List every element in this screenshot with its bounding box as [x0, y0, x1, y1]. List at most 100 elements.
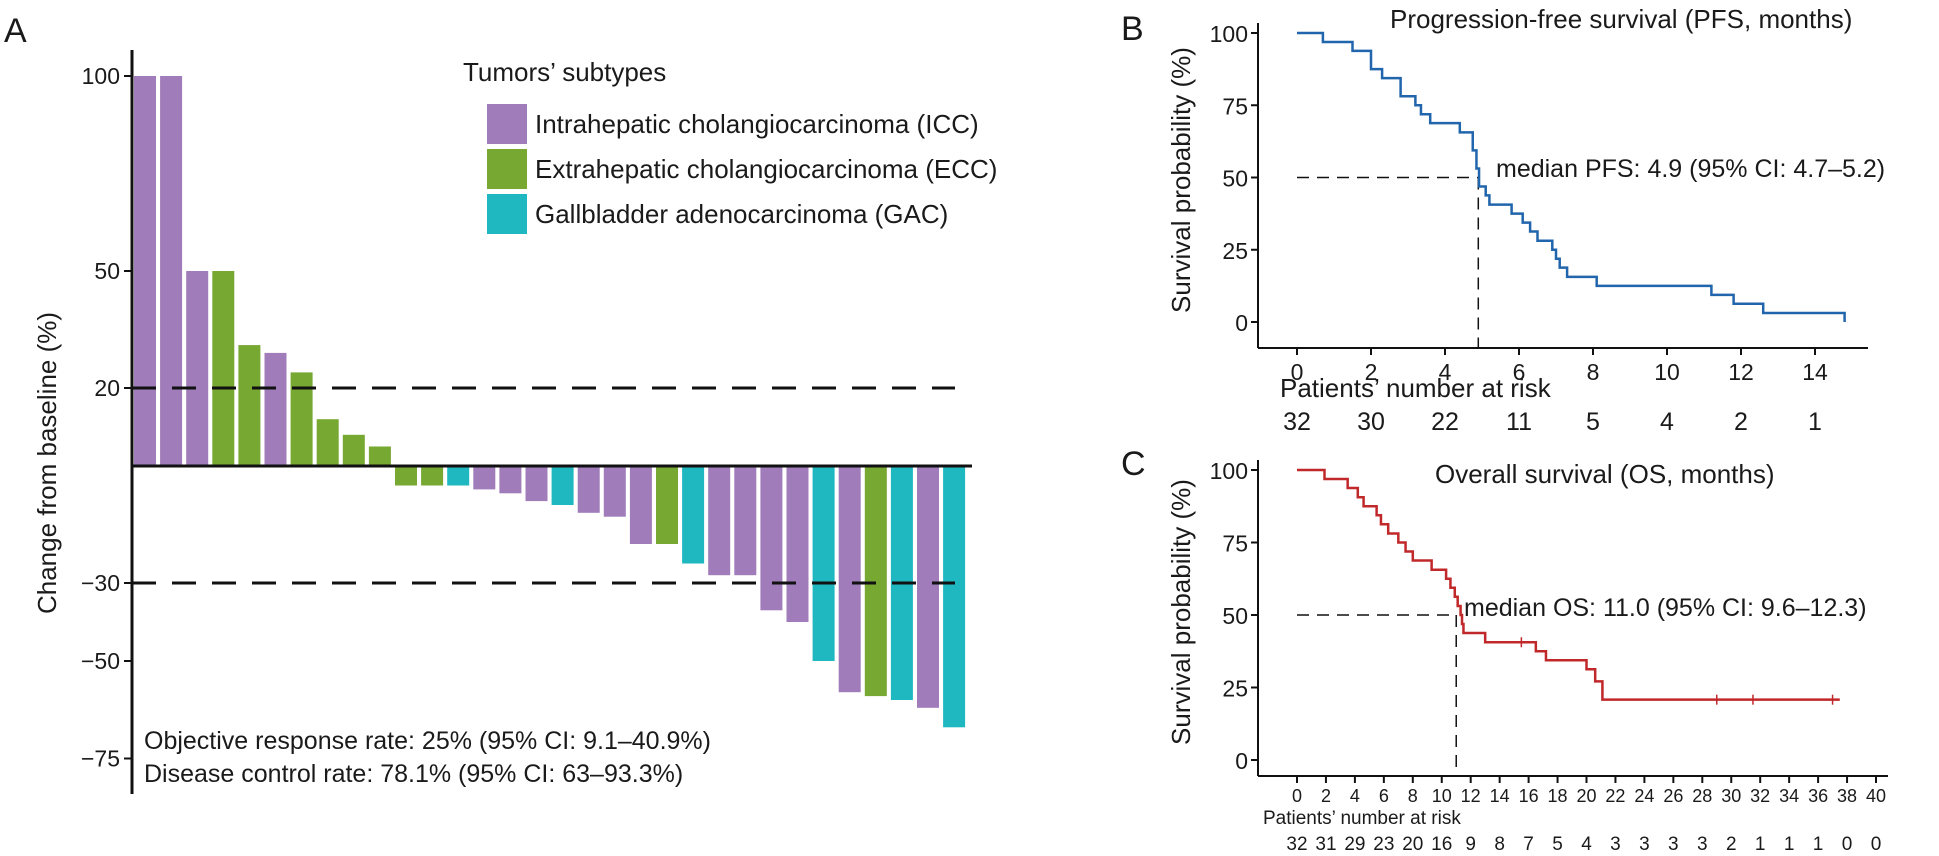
- bar-icc: [917, 466, 939, 708]
- pfs-km-chart: Progression-free survival (PFS, months) …: [1166, 4, 1885, 436]
- pfs-risk-title: Patients’ number at risk: [1280, 373, 1552, 403]
- bar-icc: [499, 466, 522, 494]
- x-tick-label: 26: [1663, 786, 1683, 806]
- x-tick-label: 16: [1519, 786, 1539, 806]
- pfs-y-axis-title: Survival probability (%): [1166, 47, 1196, 313]
- y-tick-label: 25: [1222, 238, 1248, 264]
- risk-count: 23: [1373, 834, 1394, 855]
- os-title: Overall survival (OS, months): [1435, 459, 1775, 489]
- risk-count: 4: [1581, 834, 1592, 855]
- risk-count: 0: [1871, 834, 1882, 855]
- legend-label-ecc: Extrahepatic cholangiocarcinoma (ECC): [535, 154, 997, 184]
- risk-count: 2: [1726, 834, 1737, 855]
- risk-count: 7: [1523, 834, 1534, 855]
- bar-ecc: [656, 466, 678, 544]
- legend-swatch-icc: [487, 104, 527, 144]
- y-tick-label: 25: [1222, 676, 1248, 702]
- x-tick-label: 28: [1692, 786, 1712, 806]
- pfs-risk-table: 32 30 22 11 5 4 2 1: [1283, 408, 1822, 436]
- os-curve: [1297, 468, 1840, 776]
- x-tick-label: 4: [1439, 359, 1452, 385]
- risk-count: 3: [1610, 834, 1621, 855]
- risk-count: 32: [1286, 834, 1307, 855]
- risk-count: 1: [1755, 834, 1766, 855]
- y-tick-label: 50: [1222, 166, 1248, 192]
- panel-label-c: C: [1121, 445, 1146, 483]
- risk-count: 5: [1586, 408, 1600, 436]
- legend-label-gac: Gallbladder adenocarcinoma (GAC): [535, 199, 948, 229]
- pfs-median-label: median PFS: 4.9 (95% CI: 4.7–5.2): [1496, 155, 1885, 183]
- risk-count: 11: [1506, 408, 1532, 436]
- bar-icc: [186, 271, 209, 466]
- panel-label-b: B: [1121, 10, 1144, 48]
- x-tick-label: 6: [1379, 786, 1389, 806]
- risk-count: 3: [1639, 834, 1650, 855]
- survival-step-line: [1297, 468, 1840, 701]
- x-tick-label: 6: [1513, 359, 1526, 385]
- risk-count: 3: [1697, 834, 1708, 855]
- risk-count: 5: [1552, 834, 1563, 855]
- legend-swatch-gac: [487, 194, 527, 234]
- x-tick-label: 22: [1605, 786, 1625, 806]
- bar-ecc: [212, 271, 235, 466]
- bar-icc: [134, 76, 156, 466]
- os-km-chart: Overall survival (OS, months) Survival p…: [1166, 458, 1888, 855]
- y-tick-label: 50: [1222, 603, 1248, 629]
- x-tick-label: 8: [1587, 359, 1600, 385]
- risk-count: 3: [1668, 834, 1679, 855]
- waterfall-bars: [134, 76, 966, 728]
- x-tick-label: 10: [1432, 786, 1452, 806]
- risk-count: 1: [1813, 834, 1824, 855]
- risk-count: 0: [1842, 834, 1853, 855]
- bar-gac: [682, 466, 705, 564]
- x-tick-label: 4: [1350, 786, 1360, 806]
- y-tick-label: −75: [81, 746, 120, 772]
- risk-count: 31: [1315, 834, 1336, 855]
- bar-icc: [603, 466, 626, 517]
- y-tick-label: −30: [81, 570, 120, 596]
- risk-count: 1: [1808, 408, 1822, 436]
- risk-count: 9: [1465, 834, 1476, 855]
- risk-count: 8: [1494, 834, 1505, 855]
- bar-icc: [838, 466, 861, 693]
- risk-count: 16: [1431, 834, 1452, 855]
- y-tick-label: 20: [94, 375, 120, 401]
- bar-ecc: [290, 372, 313, 466]
- bar-icc: [264, 352, 287, 466]
- bar-ecc: [368, 446, 391, 466]
- x-tick-label: 12: [1461, 786, 1481, 806]
- pfs-curve: [1297, 31, 1846, 348]
- x-tick-label: 32: [1750, 786, 1770, 806]
- x-tick-label: 20: [1576, 786, 1596, 806]
- x-tick-label: 14: [1490, 786, 1510, 806]
- bar-ecc: [421, 466, 444, 486]
- panel-label-a: A: [4, 12, 27, 50]
- bar-icc: [760, 466, 783, 611]
- pfs-title: Progression-free survival (PFS, months): [1390, 4, 1852, 34]
- objective-response-rate: Objective response rate: 25% (95% CI: 9.…: [144, 727, 711, 755]
- x-tick-label: 8: [1408, 786, 1418, 806]
- waterfall-axes: 100 50 20 −30 −50 −75: [81, 50, 972, 794]
- os-y-axis-title: Survival probability (%): [1166, 479, 1196, 745]
- x-tick-label: 2: [1321, 786, 1331, 806]
- y-tick-label: 0: [1235, 748, 1248, 774]
- x-tick-label: 18: [1548, 786, 1568, 806]
- x-tick-label: 10: [1654, 359, 1680, 385]
- bar-ecc: [342, 434, 365, 466]
- bar-icc: [577, 466, 600, 513]
- risk-count: 2: [1734, 408, 1748, 436]
- bar-ecc: [864, 466, 887, 697]
- x-tick-label: 38: [1837, 786, 1857, 806]
- x-tick-label: 34: [1779, 786, 1799, 806]
- survival-step-line: [1297, 31, 1846, 322]
- x-tick-label: 40: [1866, 786, 1886, 806]
- risk-count: 32: [1283, 408, 1311, 436]
- x-tick-label: 12: [1728, 359, 1754, 385]
- y-tick-label: 100: [1210, 458, 1248, 484]
- y-tick-label: 100: [1210, 21, 1248, 47]
- waterfall-chart: 100 50 20 −30 −50 −75 Change from baseline (%…: [32, 50, 997, 794]
- risk-count: 30: [1357, 408, 1385, 436]
- disease-control-rate: Disease control rate: 78.1% (95% CI: 63–…: [144, 760, 683, 788]
- x-tick-label: 0: [1292, 786, 1302, 806]
